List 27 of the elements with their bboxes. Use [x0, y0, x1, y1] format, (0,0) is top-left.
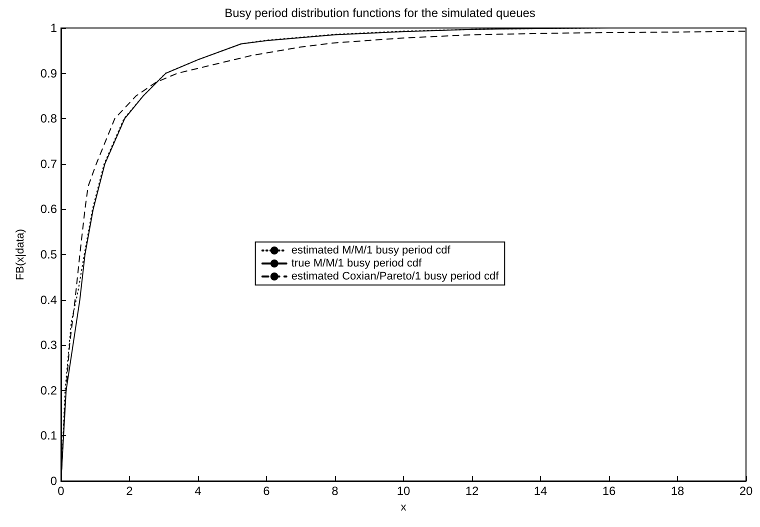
chart-title: Busy period distribution functions for the simulated queues [224, 6, 536, 20]
y-axis-title: FB(x|data) [14, 228, 26, 280]
x-tick-label: 10 [396, 484, 410, 498]
x-tick-label: 4 [194, 484, 202, 498]
x-tick-label: 8 [332, 484, 339, 498]
y-tick-label: 0.9 [40, 66, 58, 80]
y-tick-label: 0 [50, 474, 58, 488]
legend-label: estimated Coxian/Pareto/1 busy period cdf [291, 270, 500, 282]
legend-label: true M/M/1 busy period cdf [291, 258, 423, 270]
x-tick-label: 6 [263, 484, 270, 498]
y-tick-label: 0.1 [40, 428, 58, 443]
legend-label: estimated M/M/1 busy period cdf [291, 244, 452, 256]
y-tick-label: 1 [50, 21, 58, 35]
x-tick-label: 18 [670, 484, 684, 498]
x-axis-title: x [400, 501, 407, 514]
y-tick-label: 0.5 [40, 248, 58, 262]
x-tick-label: 2 [126, 484, 134, 498]
x-tick-label: 16 [602, 484, 616, 498]
y-tick-label: 0.2 [40, 383, 58, 398]
y-tick-label: 0.3 [40, 338, 58, 352]
x-tick-label: 12 [465, 484, 479, 498]
y-tick-label: 0.6 [40, 202, 58, 216]
x-tick-label: 20 [739, 484, 753, 498]
y-tick-label: 0.7 [40, 156, 58, 171]
x-tick-label: 14 [534, 484, 548, 498]
y-tick-label: 0.8 [40, 112, 58, 126]
y-tick-label: 0.4 [40, 292, 58, 307]
